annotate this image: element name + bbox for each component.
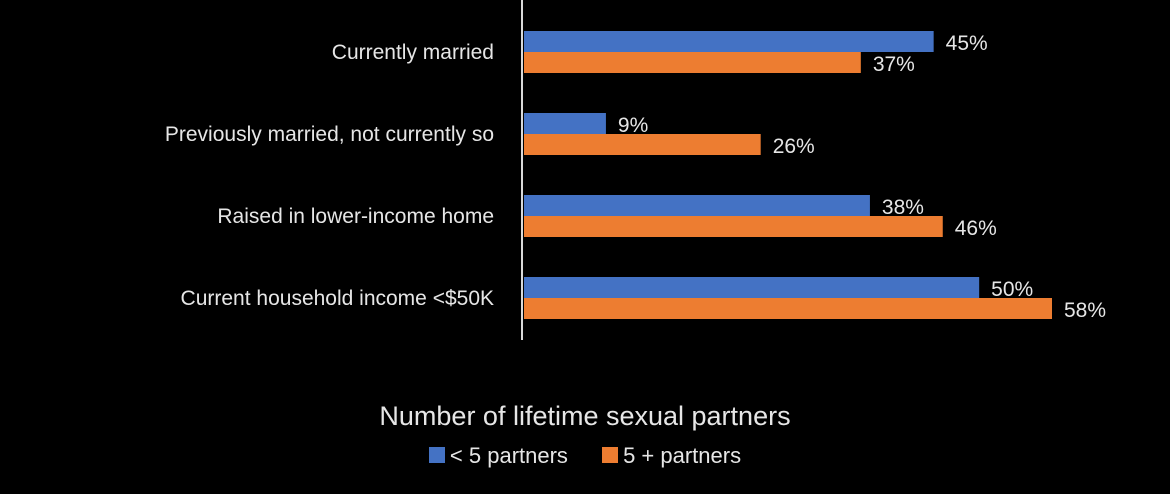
- legend-label-series-1: < 5 partners: [449, 443, 568, 469]
- legend-label-series-2: 5 + partners: [623, 443, 742, 469]
- legend-swatch-series-1: [428, 447, 445, 464]
- bar-series-1: [524, 113, 606, 134]
- data-label: 46%: [955, 217, 997, 240]
- legend-swatch-series-2: [602, 447, 619, 464]
- category-label: Raised in lower-income home: [217, 205, 494, 228]
- legend-title: Number of lifetime sexual partners: [379, 401, 791, 431]
- data-label: 58%: [1064, 299, 1106, 322]
- data-label: 50%: [991, 278, 1033, 301]
- plot-area: Currently married Previously married, not…: [165, 0, 1106, 340]
- legend-item-series-2: 5 + partners: [602, 441, 741, 471]
- legend-item-series-1: < 5 partners: [428, 441, 568, 471]
- data-label: 9%: [618, 114, 648, 137]
- category-label: Currently married: [332, 41, 494, 64]
- bar-series-1: [524, 277, 980, 298]
- legend-items: < 5 partners 5 + partners: [0, 440, 1170, 471]
- bar-series-2: [524, 52, 861, 73]
- value-labels: 45% 37% 9% 26% 38% 46% 50% 58%: [618, 32, 1106, 322]
- data-label: 37%: [873, 53, 915, 76]
- data-label: 45%: [946, 32, 988, 55]
- bar-series-1: [524, 195, 870, 216]
- bar-series-2: [524, 216, 943, 237]
- category-label: Previously married, not currently so: [165, 123, 494, 146]
- data-label: 38%: [882, 196, 924, 219]
- bar-series-2: [524, 298, 1052, 319]
- category-labels: Currently married Previously married, not…: [165, 41, 494, 310]
- bars: [524, 31, 1052, 319]
- bar-series-2: [524, 134, 761, 155]
- bar-series-1: [524, 31, 934, 52]
- data-label: 26%: [773, 135, 815, 158]
- category-label: Current household income <$50K: [181, 287, 494, 310]
- legend: Number of lifetime sexual partners < 5 p…: [0, 398, 1170, 471]
